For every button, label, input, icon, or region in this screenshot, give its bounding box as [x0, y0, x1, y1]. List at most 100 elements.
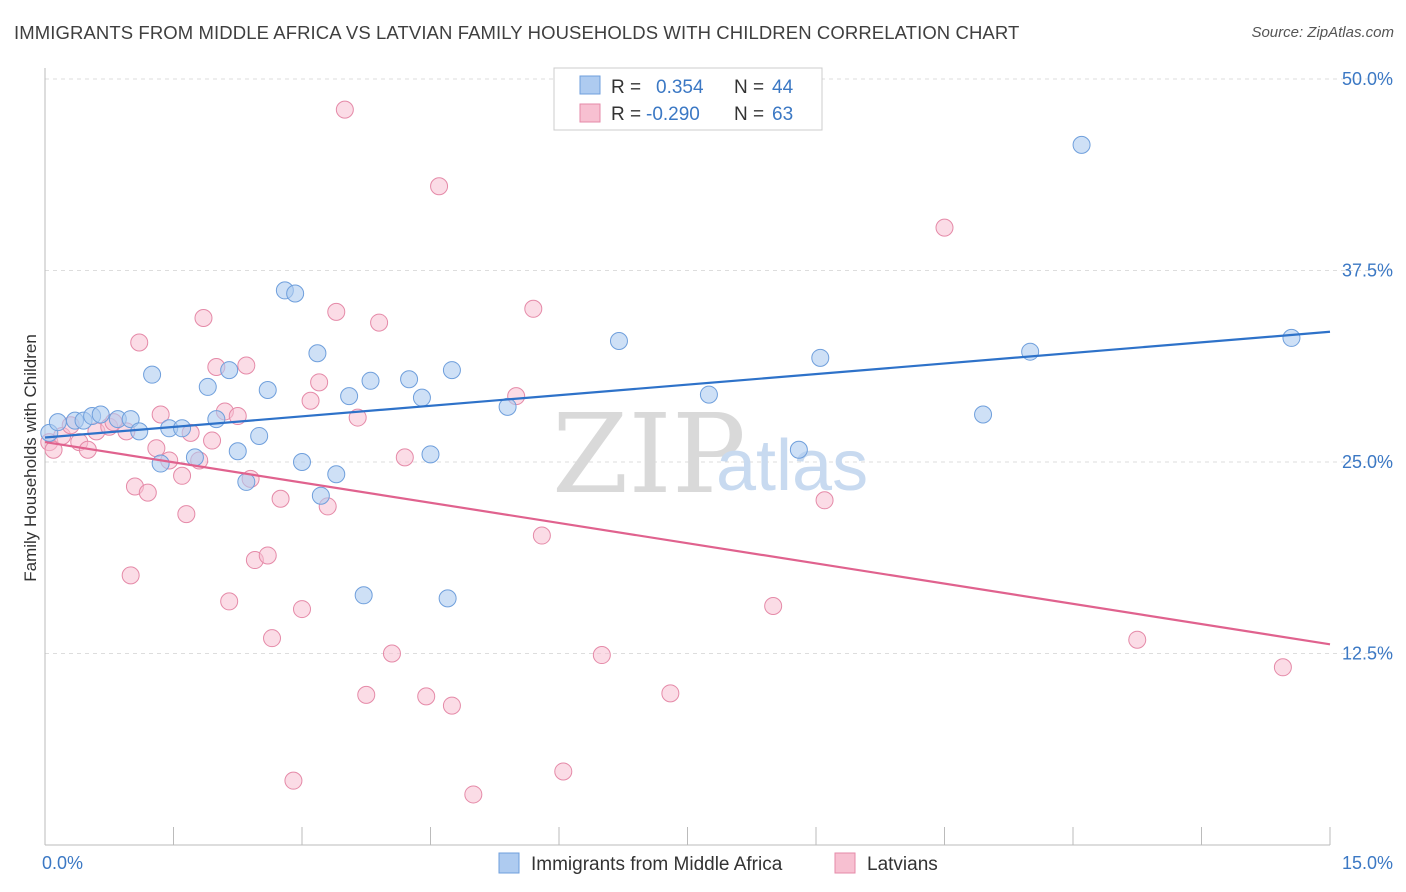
- latvians-point-55: [764, 597, 783, 616]
- middle-africa-point-8: [130, 422, 149, 441]
- legend-n-value-2: 63: [772, 104, 793, 125]
- bottom-legend-swatch-pink: [834, 852, 856, 874]
- latvians-point-41: [357, 685, 376, 704]
- legend-r-value-2: -0.290: [646, 104, 700, 125]
- latvians-point-47: [442, 696, 461, 715]
- latvians-point-46: [430, 177, 449, 196]
- middle-africa-point-31: [412, 388, 431, 407]
- middle-africa-point-15: [207, 410, 226, 429]
- middle-africa-point-40: [974, 405, 993, 424]
- series-legend: Immigrants from Middle Africa Latvians: [498, 852, 938, 875]
- middle-africa-point-22: [286, 284, 305, 303]
- latvians-point-43: [382, 644, 401, 663]
- middle-africa-trend-line: [44, 330, 1331, 439]
- latvians-point-54: [661, 684, 680, 703]
- latvians-point-59: [1273, 658, 1292, 677]
- middle-africa-point-43: [1282, 328, 1301, 347]
- bottom-legend-label-pink: Latvians: [867, 854, 938, 875]
- middle-africa-point-30: [400, 370, 419, 389]
- middle-africa-point-14: [198, 377, 217, 396]
- latvians-point-34: [293, 600, 311, 619]
- watermark: ZIP atlas: [552, 390, 868, 518]
- middle-africa-point-5: [91, 405, 110, 424]
- middle-africa-point-9: [143, 365, 162, 384]
- x-tick-label-min: 0.0%: [42, 853, 83, 873]
- latvians-point-57: [935, 218, 954, 237]
- legend-r-label-2: R =: [611, 104, 641, 125]
- middle-africa-point-16: [220, 361, 239, 380]
- middle-africa-point-18: [237, 472, 256, 491]
- latvians-point-31: [263, 629, 282, 648]
- latvians-point-40: [348, 408, 367, 427]
- tick-labels: 12.5% 25.0% 37.5% 50.0% 0.0% 15.0%: [42, 69, 1393, 873]
- latvians-point-12: [130, 333, 149, 352]
- watermark-atlas: atlas: [716, 426, 868, 506]
- latvians-point-53: [592, 646, 611, 665]
- trend-lines: [44, 330, 1331, 646]
- bottom-legend-label-blue: Immigrants from Middle Africa: [531, 854, 783, 875]
- middle-africa-point-20: [258, 380, 277, 399]
- latvians-point-10: [121, 566, 140, 585]
- latvians-point-39: [335, 100, 354, 119]
- watermark-zip: ZIP: [552, 390, 746, 518]
- legend-r-value-1: 0.354: [656, 77, 704, 98]
- middle-africa-point-26: [327, 465, 346, 484]
- latvians-point-13: [138, 483, 157, 502]
- legend-r-label-1: R =: [611, 77, 641, 98]
- y-tick-label-0: 12.5%: [1342, 644, 1393, 664]
- y-tick-label-2: 37.5%: [1342, 261, 1393, 281]
- middle-africa-point-38: [789, 440, 808, 459]
- latvians-point-38: [327, 302, 346, 321]
- latvians-point-18: [177, 505, 196, 524]
- legend-swatch-pink: [579, 103, 601, 123]
- y-axis-title: Family Households with Children: [21, 334, 40, 582]
- middle-africa-point-12: [173, 419, 192, 438]
- middle-africa-point-10: [151, 454, 170, 473]
- axes-layer: [44, 68, 1331, 846]
- middle-africa-point-33: [438, 589, 457, 608]
- middle-africa-point-36: [609, 331, 628, 350]
- y-tick-label-1: 25.0%: [1342, 452, 1393, 472]
- middle-africa-points: [40, 135, 1301, 608]
- latvians-point-15: [151, 405, 170, 424]
- y-tick-label-3: 50.0%: [1342, 69, 1393, 89]
- middle-africa-point-28: [361, 371, 380, 390]
- latvians-point-33: [284, 771, 303, 790]
- latvians-point-56: [815, 491, 834, 510]
- middle-africa-point-37: [699, 385, 718, 404]
- latvians-point-22: [203, 431, 222, 450]
- latvians-point-36: [310, 373, 329, 392]
- correlation-legend: R = 0.354 N = 44 R = -0.290 N = 63: [553, 67, 823, 131]
- latvians-point-30: [258, 546, 277, 565]
- source-credit: Source: ZipAtlas.com: [1251, 24, 1394, 41]
- middle-africa-point-23: [293, 453, 311, 471]
- latvians-point-58: [1128, 630, 1147, 649]
- latvians-point-52: [554, 762, 573, 781]
- latvians-point-45: [417, 687, 436, 706]
- chart-title: IMMIGRANTS FROM MIDDLE AFRICA VS LATVIAN…: [14, 22, 1020, 43]
- middle-africa-point-17: [228, 442, 247, 461]
- legend-n-label-1: N =: [734, 77, 764, 98]
- latvians-point-35: [301, 391, 320, 410]
- latvians-point-14: [147, 439, 166, 458]
- latvians-point-17: [173, 466, 192, 485]
- legend-n-label-2: N =: [734, 104, 764, 125]
- middle-africa-point-27: [340, 387, 359, 406]
- latvians-point-32: [271, 489, 290, 508]
- x-tick-label-max: 15.0%: [1342, 853, 1393, 873]
- latvians-point-51: [532, 526, 551, 545]
- middle-africa-point-19: [250, 426, 269, 445]
- latvians-point-48: [464, 785, 483, 804]
- legend-swatch-blue: [579, 75, 601, 95]
- latvians-point-50: [524, 299, 543, 318]
- middle-africa-point-7: [121, 410, 140, 429]
- latvians-point-42: [370, 313, 389, 332]
- middle-africa-point-39: [811, 348, 830, 367]
- middle-africa-point-42: [1072, 135, 1091, 154]
- bottom-legend-swatch-blue: [498, 852, 520, 874]
- latvians-point-44: [395, 448, 414, 467]
- middle-africa-point-32: [421, 445, 440, 464]
- latvians-trend-line: [44, 440, 1331, 646]
- middle-africa-point-1: [48, 413, 67, 432]
